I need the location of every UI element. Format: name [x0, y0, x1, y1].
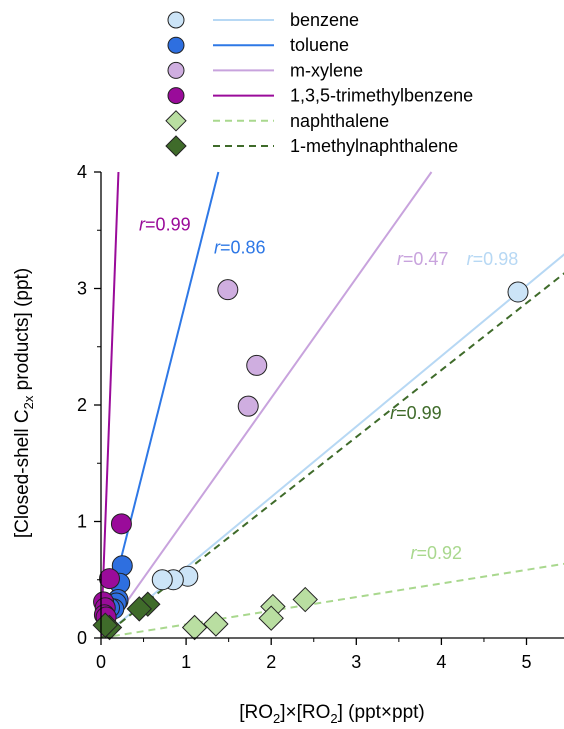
fit-line [101, 171, 120, 638]
y-tick-label: 1 [77, 512, 87, 532]
data-point [507, 281, 529, 303]
legend-label: m-xylene [290, 60, 363, 80]
data-point [99, 568, 121, 590]
data-point [246, 354, 268, 376]
x-tick-label: 0 [96, 652, 106, 672]
legend-marker [165, 110, 187, 132]
correlation-label: r=0.98 [467, 249, 519, 269]
legend-marker [165, 135, 187, 157]
y-tick-label: 0 [77, 628, 87, 648]
x-axis-label: [RO2]×[RO2] (ppt×ppt) [239, 702, 425, 726]
fit-line [101, 171, 433, 638]
legend-marker [167, 61, 185, 79]
correlation-label: r=0.99 [390, 403, 442, 423]
data-point [126, 596, 153, 622]
data-point [237, 395, 259, 417]
y-tick-label: 4 [77, 162, 87, 182]
correlation-labels: r=0.99 r=0.86 r=0.47 r=0.98 r=0.99 r=0.92 [139, 214, 518, 563]
legend-label: naphthalene [290, 111, 389, 131]
data-point [217, 279, 239, 301]
axes: 0 1 2 3 4 5 0 1 2 3 4 [77, 162, 564, 672]
legend-label: 1-methylnaphthalene [290, 136, 458, 156]
y-tick-label: 2 [77, 395, 87, 415]
legend-marker [167, 11, 185, 29]
data-point [110, 513, 132, 535]
data-point [203, 611, 229, 637]
correlation-label: r=0.92 [411, 543, 463, 563]
data-point [292, 586, 318, 613]
legend: benzene toluene m-xylene 1,3,5-trimethylben… [165, 10, 473, 157]
legend-marker [167, 87, 185, 105]
x-tick-label: 1 [181, 652, 191, 672]
data-points [92, 279, 529, 641]
legend-label: 1,3,5-trimethylbenzene [290, 86, 473, 106]
fit-line [101, 562, 564, 638]
correlation-label: r=0.47 [397, 249, 449, 269]
x-tick-label: 3 [351, 652, 361, 672]
legend-marker [167, 36, 185, 54]
correlation-label: r=0.86 [214, 238, 266, 258]
y-axis-label: [Closed-shell C2x products] (ppt) [12, 268, 36, 538]
x-tick-label: 4 [436, 652, 446, 672]
x-tick-label: 2 [266, 652, 276, 672]
fit-lines [101, 171, 564, 638]
data-point [151, 569, 173, 591]
data-point [181, 614, 208, 641]
x-tick-label: 5 [521, 652, 531, 672]
legend-label: toluene [290, 35, 349, 55]
data-point [258, 605, 284, 631]
legend-label: benzene [290, 10, 359, 30]
data-point [92, 612, 118, 638]
y-tick-label: 3 [77, 279, 87, 299]
correlation-label: r=0.99 [139, 214, 191, 234]
